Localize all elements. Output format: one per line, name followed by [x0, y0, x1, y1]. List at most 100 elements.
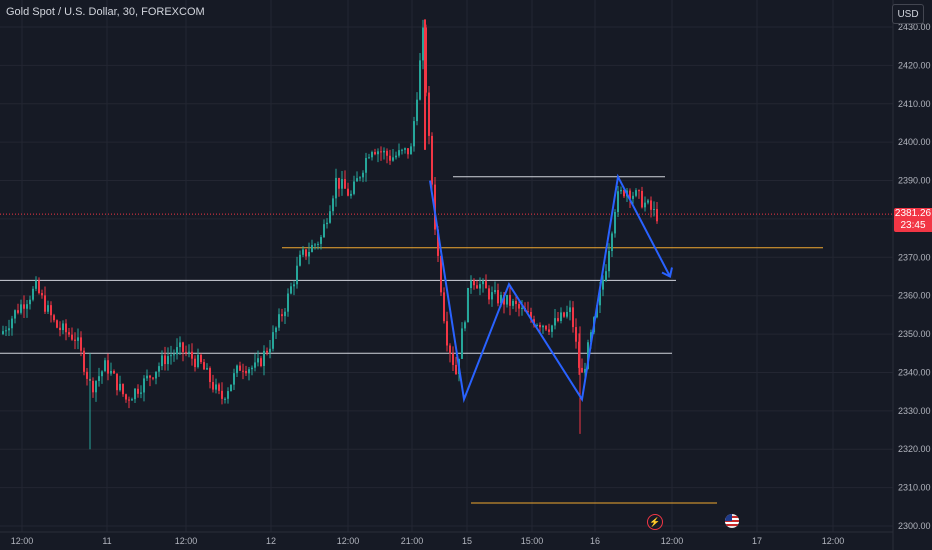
- candle-body: [410, 146, 412, 155]
- time-tick-label: 15: [462, 536, 472, 546]
- candle-body: [233, 373, 235, 385]
- candle-body: [470, 280, 472, 289]
- candle-body: [464, 322, 466, 329]
- candle-body: [116, 373, 118, 391]
- candle-body: [515, 300, 517, 305]
- time-tick-label: 12:00: [661, 536, 684, 546]
- candle-body: [560, 312, 562, 322]
- candle-body: [209, 368, 211, 383]
- candle-body: [320, 237, 322, 244]
- lightning-icon[interactable]: ⚡: [647, 514, 663, 530]
- candle-body: [512, 300, 514, 306]
- candle-body: [275, 327, 277, 333]
- candle-body: [335, 177, 337, 199]
- candle-body: [50, 305, 52, 316]
- candle-body: [188, 351, 190, 353]
- candle-body: [263, 350, 265, 367]
- candle-body: [107, 360, 109, 374]
- candle-body: [356, 178, 358, 182]
- candle-body: [401, 149, 403, 151]
- candle-body: [311, 244, 313, 252]
- candle-body: [419, 60, 421, 100]
- candle-body: [8, 328, 10, 331]
- time-tick-label: 21:00: [401, 536, 424, 546]
- candle-body: [503, 294, 505, 305]
- candle-body: [362, 172, 364, 178]
- candle-body: [221, 390, 223, 399]
- candle-body: [305, 249, 307, 257]
- candle-body: [56, 320, 58, 328]
- candle-body: [428, 92, 430, 136]
- candle-body: [164, 355, 166, 365]
- candle-body: [629, 190, 631, 199]
- candle-body: [359, 177, 361, 179]
- candle-body: [137, 388, 139, 394]
- candle-body: [566, 312, 568, 317]
- candle-body: [497, 290, 499, 304]
- candle-body: [599, 289, 601, 306]
- candle-body: [308, 251, 310, 257]
- candle-body: [134, 388, 136, 400]
- price-tick-label: 2320.00: [898, 444, 931, 454]
- candle-body: [644, 202, 646, 208]
- candle-body: [128, 399, 130, 401]
- candle-body: [536, 324, 538, 326]
- price-tick-label: 2330.00: [898, 406, 931, 416]
- candle-body: [545, 325, 547, 330]
- candle-body: [317, 243, 319, 245]
- candle-body: [242, 370, 244, 372]
- candle-body: [416, 99, 418, 122]
- candle-body: [44, 295, 46, 312]
- candle-body: [122, 383, 124, 395]
- candle-body: [53, 315, 55, 321]
- candle-body: [212, 382, 214, 390]
- candle-body: [482, 281, 484, 285]
- candle-body: [86, 371, 88, 379]
- candle-body: [476, 285, 478, 289]
- candle-body: [446, 321, 448, 346]
- candle-body: [392, 157, 394, 161]
- candle-body: [281, 314, 283, 317]
- currency-button[interactable]: USD: [892, 4, 924, 24]
- candle-body: [293, 284, 295, 287]
- candle-body: [269, 348, 271, 353]
- candle-body: [611, 233, 613, 252]
- candle-body: [485, 281, 487, 289]
- us-flag-icon[interactable]: [725, 514, 739, 528]
- candle-body: [479, 284, 481, 289]
- candle-body: [650, 200, 652, 210]
- time-tick-label: 12:00: [337, 536, 360, 546]
- candle-body: [431, 135, 433, 185]
- candle-body: [17, 310, 19, 313]
- candle-body: [350, 193, 352, 196]
- candle-body: [374, 152, 376, 155]
- time-tick-label: 16: [590, 536, 600, 546]
- candle-body: [632, 195, 634, 199]
- candle-body: [647, 200, 649, 203]
- candle-body: [386, 150, 388, 156]
- candle-body: [266, 350, 268, 353]
- candle-body: [296, 265, 298, 285]
- price-tick-label: 2410.00: [898, 99, 931, 109]
- candle-body: [65, 323, 67, 333]
- candle-body: [140, 392, 142, 394]
- candle-body: [20, 304, 22, 313]
- candle-body: [110, 370, 112, 374]
- candle-body: [518, 304, 520, 309]
- candle-body: [101, 371, 103, 377]
- candle-body: [167, 356, 169, 365]
- candle-body: [146, 375, 148, 379]
- candle-body: [290, 286, 292, 294]
- candle-body: [653, 208, 655, 210]
- candle-body: [248, 369, 250, 374]
- candle-body: [149, 375, 151, 378]
- candle-body: [413, 121, 415, 147]
- candle-body: [548, 329, 550, 332]
- candle-body: [614, 212, 616, 234]
- candle-body: [557, 318, 559, 322]
- candle-body: [11, 318, 13, 329]
- candle-body: [47, 305, 49, 312]
- candle-body: [80, 337, 82, 351]
- candle-body: [194, 358, 196, 368]
